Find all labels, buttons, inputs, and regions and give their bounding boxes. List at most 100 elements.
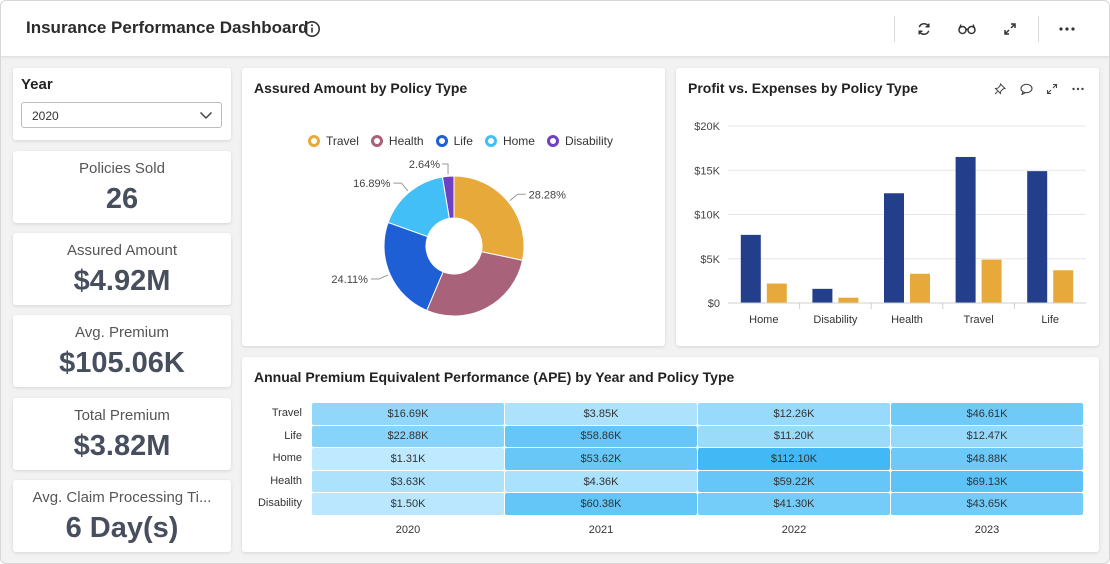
y-tick-label: $0 [708, 298, 720, 310]
refresh-icon [918, 23, 930, 35]
bar-expenses-travel[interactable] [981, 259, 1002, 303]
pin-button[interactable] [991, 80, 1009, 98]
bar-expenses-health[interactable] [910, 273, 930, 303]
more-horizontal-icon [1059, 27, 1075, 31]
pin-icon [994, 83, 1006, 95]
panel-title: Annual Premium Equivalent Performance (A… [254, 369, 735, 385]
view-mode-button[interactable] [955, 17, 979, 41]
kpi-card-total-premium: Total Premium $3.82M [13, 398, 231, 470]
donut-data-label: 2.64% [409, 159, 440, 171]
heatmap-cell[interactable]: $22.88K [312, 425, 504, 448]
expand-panel-button[interactable] [1043, 80, 1061, 98]
header-bar: Insurance Performance Dashboard [1, 1, 1109, 57]
kpi-label: Avg. Premium [75, 324, 169, 341]
heatmap-column-label: 2020 [395, 524, 421, 536]
kpi-card-assured-amount: Assured Amount $4.92M [13, 233, 231, 305]
bar-profit-travel[interactable] [955, 156, 976, 303]
donut-slice-health[interactable] [426, 251, 524, 317]
donut-chart: 28.28% 24.11% 16.89% 2.64% [331, 159, 567, 317]
kpi-value: $105.06K [59, 347, 185, 379]
leader-line [442, 163, 449, 175]
kpi-value: $3.82M [73, 430, 171, 462]
donut-slice-life[interactable] [383, 221, 444, 312]
expand-icon [1004, 23, 1016, 35]
glasses-icon [958, 24, 976, 35]
heatmap-cell[interactable]: $58.86K [505, 425, 697, 448]
heatmap-cell[interactable]: $12.47K [891, 425, 1083, 448]
heatmap-cell[interactable]: $59.22K [698, 470, 890, 493]
kpi-label: Total Premium [74, 407, 170, 424]
leader-line [509, 193, 526, 201]
donut-slice-travel[interactable] [453, 175, 525, 261]
panel-more-button[interactable] [1069, 80, 1087, 98]
comment-button[interactable] [1017, 80, 1035, 98]
legend-item-health[interactable]: Health [370, 134, 424, 148]
heatmap-row-label: Health [270, 474, 302, 487]
donut-slice-disability[interactable] [441, 175, 455, 219]
info-icon[interactable] [303, 20, 321, 38]
kpi-label: Avg. Claim Processing Ti... [32, 489, 212, 506]
chevron-down-icon [199, 111, 213, 120]
heatmap-cell[interactable]: $112.10K [698, 448, 890, 470]
leader-line [370, 274, 389, 280]
kpi-value: 6 Day(s) [65, 512, 179, 544]
panel-title: Assured Amount by Policy Type [254, 80, 468, 96]
legend-label: Health [388, 134, 424, 148]
heatmap-cell[interactable]: $43.65K [891, 493, 1083, 515]
y-tick-label: $15K [694, 165, 720, 177]
heatmap-row-label: Travel [271, 407, 302, 419]
heatmap-cell[interactable]: $3.63K [312, 470, 504, 493]
heatmap-cell[interactable]: $46.61K [891, 403, 1083, 425]
year-filter-card: Year 2020 [13, 68, 231, 140]
legend-item-life[interactable]: Life [435, 134, 473, 148]
y-tick-label: $10K [694, 210, 720, 222]
heatmap-cell[interactable]: $69.13K [891, 470, 1083, 493]
kpi-card-avg-claim-processing: Avg. Claim Processing Ti... 6 Day(s) [13, 480, 231, 552]
bar-profit-life[interactable] [1027, 171, 1048, 303]
heatmap-row-label: Life [284, 429, 302, 442]
heatmap-cell[interactable]: $11.20K [698, 425, 890, 448]
legend-item-disability[interactable]: Disability [546, 134, 613, 148]
heatmap-row-label: Disability [257, 497, 302, 510]
heatmap-cell[interactable]: $4.36K [505, 470, 697, 493]
heatmap-cell[interactable]: $16.69K [312, 403, 504, 425]
expand-icon [1046, 83, 1058, 95]
kpi-label: Policies Sold [79, 160, 165, 177]
bar-expenses-home[interactable] [766, 283, 787, 303]
bar-profit-disability[interactable] [812, 288, 833, 303]
heatmap-cell[interactable]: $1.50K [312, 493, 504, 515]
bar-expenses-life[interactable] [1053, 270, 1074, 303]
kpi-card-policies-sold: Policies Sold 26 [13, 151, 231, 223]
heatmap-cell[interactable]: $41.30K [698, 493, 890, 515]
x-tick-label: Home [749, 314, 778, 326]
bar-chart-panel: Profit vs. Expenses by Policy Type [676, 68, 1099, 346]
heatmap-column-label: 2021 [588, 524, 614, 536]
legend-item-travel[interactable]: Travel [308, 134, 359, 148]
bar-expenses-disability[interactable] [838, 297, 859, 303]
refresh-button[interactable] [912, 17, 936, 41]
kpi-value: 26 [105, 183, 139, 215]
legend-swatch [484, 135, 497, 147]
heatmap-cell[interactable]: $53.62K [505, 448, 697, 470]
heatmap-row-label: Home [272, 452, 302, 465]
fullscreen-button[interactable] [998, 17, 1022, 41]
bar-profit-home[interactable] [740, 234, 761, 303]
heatmap-cell[interactable]: $12.26K [698, 403, 890, 425]
donut-data-label: 24.11% [331, 274, 368, 286]
bar-profit-health[interactable] [884, 193, 904, 303]
legend-item-home[interactable]: Home [484, 134, 535, 148]
more-options-button[interactable] [1055, 17, 1079, 41]
x-tick-label: Life [1041, 314, 1059, 326]
donut-legend: Travel Health Life Home Disability [308, 134, 625, 148]
y-tick-label: $20K [694, 121, 720, 133]
x-tick-label: Disability [813, 314, 858, 326]
heatmap-cell[interactable]: $1.31K [312, 448, 504, 470]
donut-data-label: 28.28% [529, 189, 567, 201]
year-select[interactable]: 2020 [21, 102, 222, 128]
heatmap-column-label: 2023 [974, 524, 1000, 536]
panel-toolbar [983, 80, 1087, 98]
donut-chart-panel: Assured Amount by Policy Type Travel Hea… [242, 68, 665, 346]
heatmap-cell[interactable]: $3.85K [505, 403, 697, 425]
heatmap-cell[interactable]: $48.88K [891, 448, 1083, 470]
heatmap-cell[interactable]: $60.38K [505, 493, 697, 515]
